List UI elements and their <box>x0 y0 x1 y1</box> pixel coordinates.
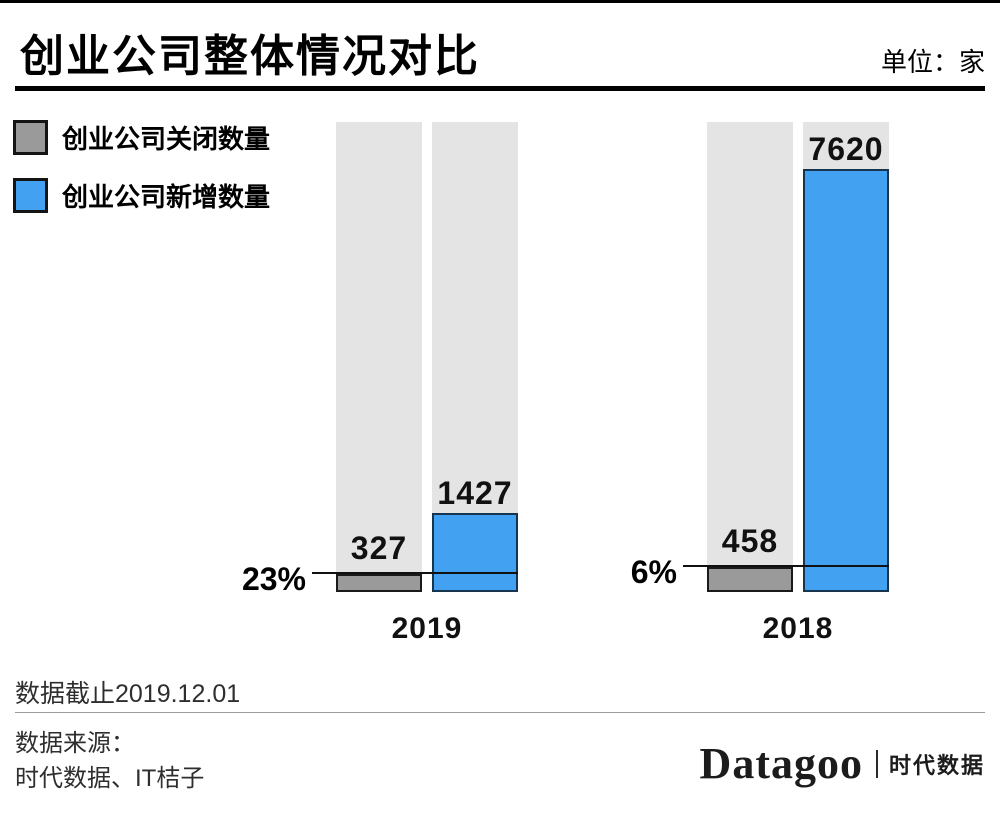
page-title: 创业公司整体情况对比 <box>20 32 480 81</box>
value-closed-2018: 458 <box>721 523 779 559</box>
ratio-label-2018: 6% <box>630 554 677 590</box>
bar-closed-2019 <box>336 574 422 592</box>
data-source-block: 数据来源： 时代数据、IT桔子 <box>15 726 204 796</box>
closed-series-swatch <box>13 120 48 155</box>
track-closed-2018 <box>707 122 793 592</box>
logo-wordmark: Datagoo <box>699 739 863 788</box>
new-series-swatch <box>13 178 48 213</box>
ratio-line-2018 <box>683 565 889 567</box>
bar-group-2019: 23% 327 1427 2019 <box>242 122 518 645</box>
ratio-label-2019: 23% <box>241 561 306 597</box>
track-closed-2019 <box>336 122 422 592</box>
legend-item-new: 创业公司新增数量 <box>13 178 270 213</box>
bar-new-2019 <box>432 513 518 592</box>
logo-cn-name: 时代数据 <box>888 753 985 778</box>
bar-new-2018 <box>803 169 889 592</box>
unit-label: 单位：家 <box>880 47 985 77</box>
new-series-label: 创业公司新增数量 <box>62 182 271 212</box>
legend: 创业公司关闭数量 创业公司新增数量 <box>13 120 270 236</box>
category-label-2018: 2018 <box>762 612 834 645</box>
closed-series-label: 创业公司关闭数量 <box>62 124 271 154</box>
bar-group-2018: 6% 458 7620 2018 <box>631 122 889 645</box>
category-label-2019: 2019 <box>391 612 463 645</box>
bar-closed-2018 <box>707 567 793 592</box>
data-cutoff-note: 数据截止2019.12.01 <box>15 680 241 708</box>
header-divider-rule <box>15 86 985 91</box>
top-border-rule <box>0 0 1000 3</box>
legend-item-closed: 创业公司关闭数量 <box>13 120 270 155</box>
value-new-2018: 7620 <box>808 131 884 167</box>
value-closed-2019: 327 <box>350 530 408 566</box>
footer-divider-rule <box>15 712 985 713</box>
logo-divider-bar <box>875 750 878 778</box>
data-source-label: 数据来源： <box>15 730 135 757</box>
value-new-2019: 1427 <box>437 475 513 511</box>
datagoo-logo: Datagoo 时代数据 <box>700 742 985 786</box>
ratio-line-2019 <box>312 572 518 574</box>
data-source-value: 时代数据、IT桔子 <box>15 765 205 792</box>
